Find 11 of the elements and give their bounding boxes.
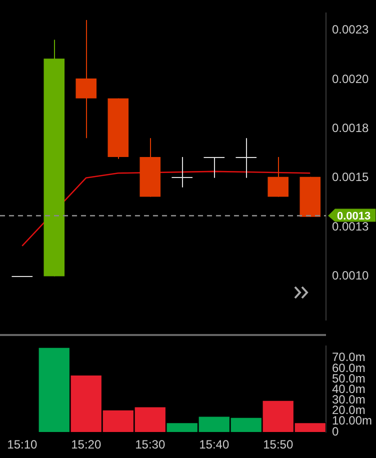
- x-tick-label: 15:30: [135, 438, 166, 452]
- x-tick-label: 15:20: [71, 438, 102, 452]
- y-tick-label: 0.0013: [332, 219, 370, 234]
- x-tick-label: 15:50: [263, 438, 294, 452]
- x-tick-label: 15:40: [199, 438, 230, 452]
- y-tick-label: 0.0010: [332, 268, 370, 283]
- y-tick-label: 0.0015: [332, 170, 370, 184]
- y-tick-label: 0.0020: [332, 72, 370, 86]
- y-tick-label: 0.0023: [332, 22, 370, 37]
- x-tick-label: 15:10: [7, 438, 38, 452]
- y-tick-label: 0.0018: [332, 120, 370, 135]
